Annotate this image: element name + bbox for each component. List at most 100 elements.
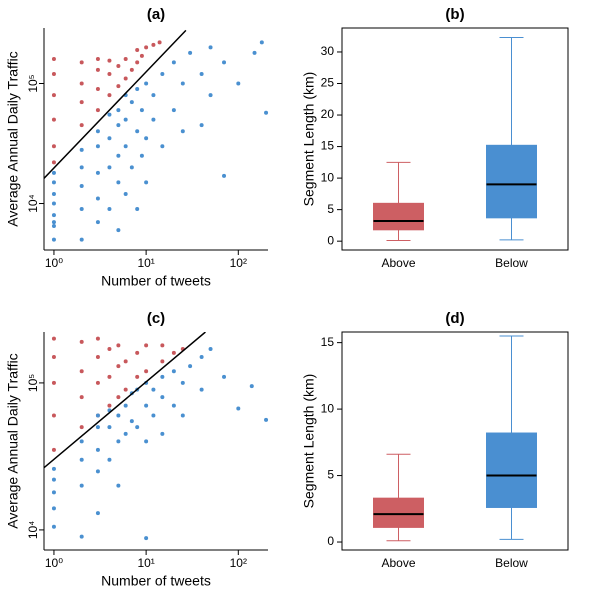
point [116, 483, 121, 488]
point [79, 425, 84, 430]
point [79, 60, 84, 65]
point [135, 129, 140, 134]
point [95, 108, 100, 113]
point [79, 183, 84, 188]
point [129, 419, 134, 424]
point [51, 466, 56, 471]
y-tick-label: 15 [321, 139, 335, 153]
point [95, 86, 100, 91]
point [151, 117, 156, 122]
point [208, 45, 213, 50]
box [373, 497, 424, 528]
point [79, 457, 84, 462]
point [51, 117, 56, 122]
point [95, 56, 100, 61]
point [79, 123, 84, 128]
point [95, 144, 100, 149]
point [95, 220, 100, 225]
point [79, 100, 84, 105]
point [144, 45, 149, 50]
point [79, 439, 84, 444]
point [264, 110, 269, 115]
point [236, 406, 241, 411]
point [51, 170, 56, 175]
point [123, 192, 128, 197]
point [95, 129, 100, 134]
point [116, 153, 121, 158]
chart-title: (b) [445, 6, 464, 23]
point [95, 413, 100, 418]
point [151, 387, 156, 392]
point [95, 336, 100, 341]
y-tick-label: 10⁵ [26, 74, 40, 92]
point [95, 425, 100, 430]
point [199, 123, 204, 128]
point [188, 364, 193, 369]
point [116, 63, 121, 68]
point [123, 359, 128, 364]
point [79, 165, 84, 170]
point [151, 42, 156, 47]
y-axis-label: Segment Length (km) [301, 374, 317, 509]
point [144, 136, 149, 141]
point [151, 93, 156, 98]
point [144, 369, 149, 374]
point [199, 71, 204, 76]
y-tick-label: 10 [321, 401, 335, 415]
point [51, 223, 56, 228]
point [135, 425, 140, 430]
point [79, 369, 84, 374]
y-tick-label: 0 [327, 534, 334, 548]
point [116, 180, 121, 185]
y-axis-label: Segment Length (km) [301, 72, 317, 207]
point [171, 403, 176, 408]
point [139, 153, 144, 158]
x-tick-label: 10² [230, 256, 247, 270]
point [51, 237, 56, 242]
point [116, 123, 121, 128]
point [51, 524, 56, 529]
point [95, 67, 100, 72]
point [95, 511, 100, 516]
point [123, 76, 128, 81]
point [51, 336, 56, 341]
point [160, 395, 165, 400]
x-tick-label: Above [381, 256, 415, 270]
point [107, 457, 112, 462]
x-axis-label: Number of tweets [101, 273, 211, 289]
point [144, 180, 149, 185]
point [222, 173, 227, 178]
point [160, 71, 165, 76]
point [180, 380, 185, 385]
point [51, 144, 56, 149]
point [79, 237, 84, 242]
point [107, 207, 112, 212]
point [51, 413, 56, 418]
point [79, 207, 84, 212]
y-tick-label: 20 [321, 107, 335, 121]
point [135, 350, 140, 355]
point [171, 60, 176, 65]
point [51, 490, 56, 495]
point [129, 100, 134, 105]
point [107, 58, 112, 63]
x-tick-label: 10⁰ [45, 256, 63, 270]
point [51, 477, 56, 482]
point [160, 144, 165, 149]
point [144, 81, 149, 86]
point [107, 136, 112, 141]
threshold-line [44, 29, 187, 179]
point [180, 129, 185, 134]
point [123, 144, 128, 149]
point [144, 536, 149, 541]
y-tick-label: 15 [321, 335, 335, 349]
point [135, 86, 140, 91]
point [139, 108, 144, 113]
point [51, 380, 56, 385]
x-tick-label: Below [495, 556, 528, 570]
point [79, 395, 84, 400]
point [116, 395, 121, 400]
point [79, 339, 84, 344]
point [135, 60, 140, 65]
